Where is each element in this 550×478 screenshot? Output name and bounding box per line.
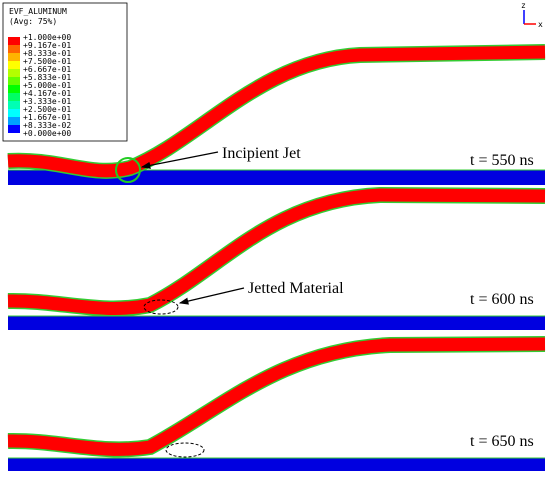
flyer-plate <box>7 188 546 315</box>
legend-label: +0.000e+00 <box>23 129 71 138</box>
target-plate <box>8 170 545 185</box>
color-swatch <box>8 53 20 61</box>
color-swatch <box>8 109 20 117</box>
jet-ellipse <box>143 299 179 315</box>
jet-ellipse <box>165 442 205 458</box>
annotation: Incipient Jet <box>222 145 301 162</box>
legend-label: +2.500e-01 <box>23 105 71 114</box>
color-swatch <box>8 101 20 109</box>
color-swatch <box>8 85 20 93</box>
legend-label: +7.500e-01 <box>23 57 71 66</box>
color-swatch <box>8 93 20 101</box>
color-swatch <box>8 61 20 69</box>
triad-label: z <box>521 1 526 10</box>
target-plate <box>8 316 545 330</box>
color-swatch <box>8 125 20 133</box>
legend-label: +8.333e-02 <box>23 121 71 130</box>
legend-label: +9.167e-01 <box>23 41 71 50</box>
flyer-plate <box>7 337 546 456</box>
legend-label: +1.667e-01 <box>23 113 71 122</box>
legend-label: +6.667e-01 <box>23 65 71 74</box>
time-label: t = 550 ns <box>470 152 534 169</box>
annotation: Jetted Material <box>248 280 344 297</box>
arrow <box>178 287 245 305</box>
legend-label: +3.333e-01 <box>23 97 71 106</box>
time-label: t = 600 ns <box>470 291 534 308</box>
legend-label: +5.000e-01 <box>23 81 71 90</box>
color-swatch <box>8 117 20 125</box>
time-label: t = 650 ns <box>470 433 534 450</box>
jet-circle <box>115 157 141 183</box>
color-swatch <box>8 45 20 53</box>
arrow <box>140 151 219 169</box>
legend-label: +8.333e-01 <box>23 49 71 58</box>
legend-title: EVF_ALUMINUM <box>9 7 67 16</box>
target-plate <box>8 458 545 471</box>
legend-label: +1.000e+00 <box>23 33 71 42</box>
colorbar: +1.000e+00+9.167e-01+8.333e-01+7.500e-01… <box>8 33 71 138</box>
flyer-plate <box>7 45 546 178</box>
color-swatch <box>8 69 20 77</box>
triad-label: x <box>538 20 543 29</box>
legend-label: +4.167e-01 <box>23 89 71 98</box>
legend-subtitle: (Avg: 75%) <box>9 17 57 26</box>
color-swatch <box>8 77 20 85</box>
legend-label: +5.833e-01 <box>23 73 71 82</box>
color-swatch <box>8 37 20 45</box>
legend-box <box>2 2 128 142</box>
